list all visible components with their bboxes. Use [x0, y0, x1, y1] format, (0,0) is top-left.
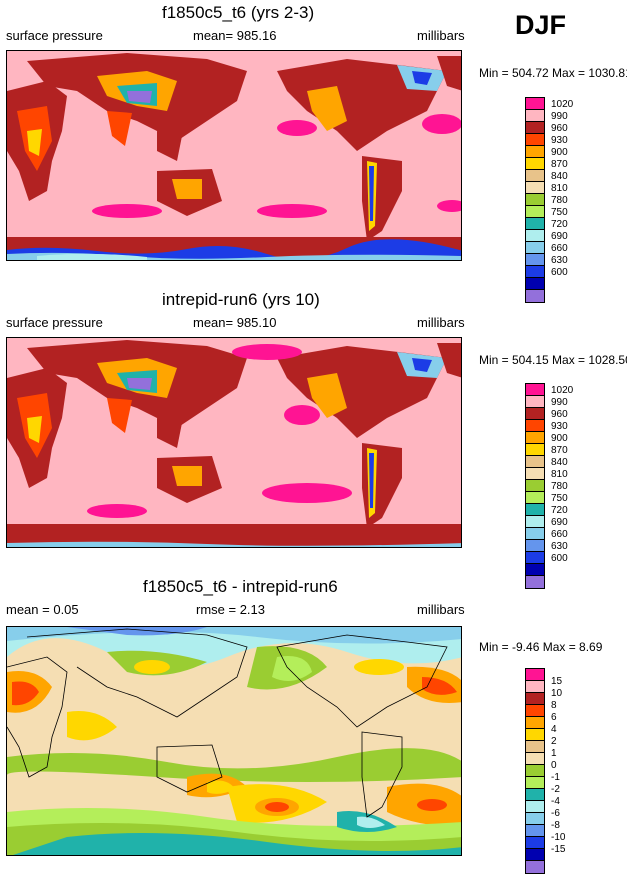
- panel-2-colorbar: [525, 383, 545, 589]
- panel-2-level: 660: [551, 529, 568, 540]
- panel-1-mean: mean= 985.16: [193, 28, 277, 43]
- panel-2-mean: mean= 985.10: [193, 315, 277, 330]
- panel-1-level: 1020: [551, 99, 574, 110]
- panel-2-units: millibars: [417, 315, 465, 330]
- panel-3-level: 6: [551, 712, 557, 723]
- panel-1-level: 900: [551, 147, 568, 158]
- panel-3-level: -8: [551, 820, 560, 831]
- season-label: DJF: [515, 10, 567, 40]
- panel-3-level: -6: [551, 808, 560, 819]
- panel-1-level: 780: [551, 195, 568, 206]
- panel-2-minmax: Min = 504.15 Max = 1028.50: [479, 353, 627, 367]
- panel-3-units: millibars: [417, 602, 465, 617]
- panel-1-level: 840: [551, 171, 568, 182]
- panel-2-level: 960: [551, 409, 568, 420]
- panel-3-rmse: rmse = 2.13: [196, 602, 266, 617]
- panel-2-level: 780: [551, 481, 568, 492]
- panel-2-level: 930: [551, 421, 568, 432]
- panel-2-level: 630: [551, 541, 568, 552]
- panel-3-mean: mean = 0.05: [6, 602, 79, 617]
- panel-3-minmax: Min = -9.46 Max = 8.69: [479, 640, 603, 654]
- panel-3-title: f1850c5_t6 - intrepid-run6: [143, 577, 338, 596]
- panel-3-level: 8: [551, 700, 557, 711]
- panel-3-level: 0: [551, 760, 557, 771]
- panel-2-level: 900: [551, 433, 568, 444]
- panel-1-map: [6, 50, 462, 261]
- panel-2-level: 750: [551, 493, 568, 504]
- panel-1-minmax: Min = 504.72 Max = 1030.81: [479, 66, 627, 80]
- panel-3-level: 1: [551, 748, 557, 759]
- panel-3-level: -2: [551, 784, 560, 795]
- panel-2-level: 840: [551, 457, 568, 468]
- panel-3-level: -1: [551, 772, 560, 783]
- panel-1-level: 630: [551, 255, 568, 266]
- panel-1-level: 990: [551, 111, 568, 122]
- panel-1-level: 810: [551, 183, 568, 194]
- panel-1-level: 600: [551, 267, 568, 278]
- panel-2-level: 1020: [551, 385, 574, 396]
- panel-2-variable: surface pressure: [6, 315, 103, 330]
- panel-1-variable: surface pressure: [6, 28, 103, 43]
- panel-1-level: 960: [551, 123, 568, 134]
- panel-1-colorbar: [525, 97, 545, 303]
- panel-3-level: 10: [551, 688, 563, 699]
- panel-2-level: 870: [551, 445, 568, 456]
- panel-3-colorbar: [525, 668, 545, 874]
- panel-1-level: 870: [551, 159, 568, 170]
- panel-2-title: intrepid-run6 (yrs 10): [162, 290, 320, 309]
- panel-1-units: millibars: [417, 28, 465, 43]
- panel-1-level: 690: [551, 231, 568, 242]
- panel-3-level: -15: [551, 844, 566, 855]
- panel-1-title: f1850c5_t6 (yrs 2-3): [162, 3, 315, 22]
- panel-2-level: 990: [551, 397, 568, 408]
- panel-3-level: -10: [551, 832, 566, 843]
- panel-3-level: 15: [551, 676, 563, 687]
- panel-2-level: 690: [551, 517, 568, 528]
- panel-1-level: 660: [551, 243, 568, 254]
- panel-2-level: 810: [551, 469, 568, 480]
- panel-3-map: [6, 626, 462, 856]
- panel-2-level: 600: [551, 553, 568, 564]
- panel-2-map: [6, 337, 462, 548]
- panel-1-level: 750: [551, 207, 568, 218]
- panel-1-level: 720: [551, 219, 568, 230]
- panel-2-level: 720: [551, 505, 568, 516]
- panel-3-level: -4: [551, 796, 560, 807]
- panel-1-level: 930: [551, 135, 568, 146]
- panel-3-level: 2: [551, 736, 557, 747]
- panel-3-level: 4: [551, 724, 557, 735]
